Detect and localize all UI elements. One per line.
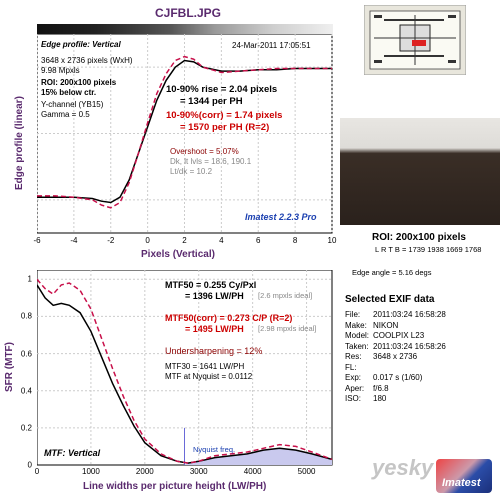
nyquist-label: Nyquist freq. — [193, 445, 236, 454]
mtf30: MTF30 = 1641 LW/PH — [165, 362, 245, 371]
edge-gamma: Gamma = 0.5 — [41, 110, 90, 119]
mtf-xticks: 0 1000 2000 3000 4000 5000 — [34, 467, 333, 479]
exif-row: File: 2011:03:24 16:58:28 — [345, 310, 446, 319]
exif-row: Exp: 0.017 s (1/60) — [345, 373, 423, 382]
edge-ltdk: Lt/dk = 10.2 — [170, 167, 213, 176]
edge-below: 15% below ctr. — [41, 88, 97, 97]
exif-row: ISO: 180 — [345, 394, 387, 403]
imatest-version: Imatest 2.2.3 Pro — [245, 212, 317, 222]
mtf-ytick: 1 — [27, 274, 32, 284]
edge-xtick: 8 — [292, 236, 298, 245]
file-title: CJFBL.JPG — [155, 6, 222, 20]
mtf-nyquist-value: MTF at Nyquist = 0.0112 — [165, 372, 253, 381]
edge-rise: 10-90% rise = 2.04 pixels — [166, 84, 278, 95]
mtf-chart — [37, 270, 333, 466]
test-chart-thumbnail — [364, 5, 466, 75]
edge-xtick: 0 — [145, 236, 150, 245]
edge-gradient-strip — [37, 24, 333, 34]
mtf-xtick: 0 — [34, 467, 40, 476]
mtf-ideal-2: [2.98 mpxls ideal] — [258, 324, 317, 333]
edge-xtick: 4 — [219, 236, 224, 245]
mtf-ytick: 0 — [27, 460, 32, 470]
imatest-logo: Imatest — [436, 459, 492, 493]
mtf-ytick: 0.2 — [20, 423, 32, 433]
roi-lrtb: L R T B = 1739 1938 1669 1768 — [375, 245, 482, 254]
edge-rise-corr: 10-90%(corr) = 1.74 pixels — [166, 110, 283, 121]
mtf-yticks: 0 0.2 0.4 0.6 0.8 1 — [14, 270, 34, 470]
edge-roi: ROI: 200x100 pixels — [41, 78, 117, 87]
exif-list: File: 2011:03:24 16:58:28 Make: NIKON Mode… — [345, 310, 446, 405]
edge-xlabel: Pixels (Vertical) — [141, 249, 215, 260]
mtf-series-corrected — [37, 278, 333, 464]
edge-profile-chart — [37, 34, 333, 234]
mtf-xtick: 4000 — [243, 467, 262, 476]
mtf-xtick: 1000 — [82, 467, 100, 476]
roi-label: ROI: 200x100 pixels — [372, 232, 466, 243]
edge-xtick: -4 — [70, 236, 78, 245]
edge-xtick: 6 — [256, 236, 261, 245]
mtf50: MTF50 = 0.255 Cy/Pxl — [165, 280, 257, 290]
edge-xtick: -6 — [33, 236, 41, 245]
exif-row: Res: 3648 x 2736 — [345, 352, 418, 361]
mtf-series-raw — [37, 284, 333, 464]
mtf50-lw: = 1396 LW/PH — [185, 291, 244, 301]
edge-heading: Edge profile: Vertical — [41, 40, 121, 49]
edge-per-ph-corr: = 1570 per PH (R=2) — [180, 122, 270, 133]
edge-xtick: -2 — [107, 236, 115, 245]
exif-row: Taken: 2011:03:24 16:58:26 — [345, 341, 446, 351]
edge-date: 24-Mar-2011 17:05:51 — [232, 41, 311, 50]
mtf-ytick: 0.8 — [20, 311, 32, 321]
exif-row: FL: — [345, 362, 357, 372]
mtf-ideal-1: [2.6 mpxls ideal] — [258, 291, 313, 300]
edge-xtick: 2 — [182, 236, 187, 245]
mtf-heading: MTF: Vertical — [44, 448, 101, 458]
mtf-xtick: 5000 — [297, 467, 316, 476]
mtf-above-nyquist-area — [184, 448, 332, 465]
edge-per-ph: = 1344 per PH — [180, 96, 243, 107]
edge-xticks: -6 -4 -2 0 2 4 6 8 10 — [33, 236, 336, 248]
edge-channel: Y-channel (YB15) — [41, 100, 104, 109]
mtf-xtick: 3000 — [189, 467, 208, 476]
mtf-undersharpening: Undersharpening = 12% — [165, 346, 263, 356]
edge-angle: Edge angle = 5.16 degs — [352, 268, 432, 277]
edge-mpxls: 9.98 Mpxls — [41, 66, 80, 75]
yesky-watermark: yesky — [372, 455, 434, 480]
edge-xtick: 10 — [327, 236, 337, 245]
exif-row: Model: COOLPIX L23 — [345, 331, 425, 340]
exif-row: Make: NIKON — [345, 320, 399, 330]
mtf-ytick: 0.4 — [20, 386, 32, 396]
edge-series-raw — [37, 59, 332, 204]
mtf50-corr-lw: = 1495 LW/PH — [185, 324, 244, 334]
mtf-ytick: 0.6 — [20, 349, 32, 359]
roi-crop-image — [340, 118, 500, 225]
mtf-xlabel: Line widths per picture height (LW/PH) — [83, 481, 267, 492]
exif-title: Selected EXIF data — [345, 294, 435, 305]
mtf50-corr: MTF50(corr) = 0.273 C/P (R=2) — [165, 313, 293, 323]
mtf-xtick: 2000 — [135, 467, 154, 476]
exif-row: Aper: f/6.8 — [345, 383, 389, 393]
edge-dims: 3648 x 2736 pixels (WxH) — [41, 56, 133, 65]
edge-ylabel: Edge profile (linear) — [14, 96, 25, 190]
edge-dk-lt: Dk, lt lvls = 18.6, 190.1 — [170, 157, 252, 166]
edge-overshoot: Overshoot = 5.07% — [170, 147, 239, 156]
